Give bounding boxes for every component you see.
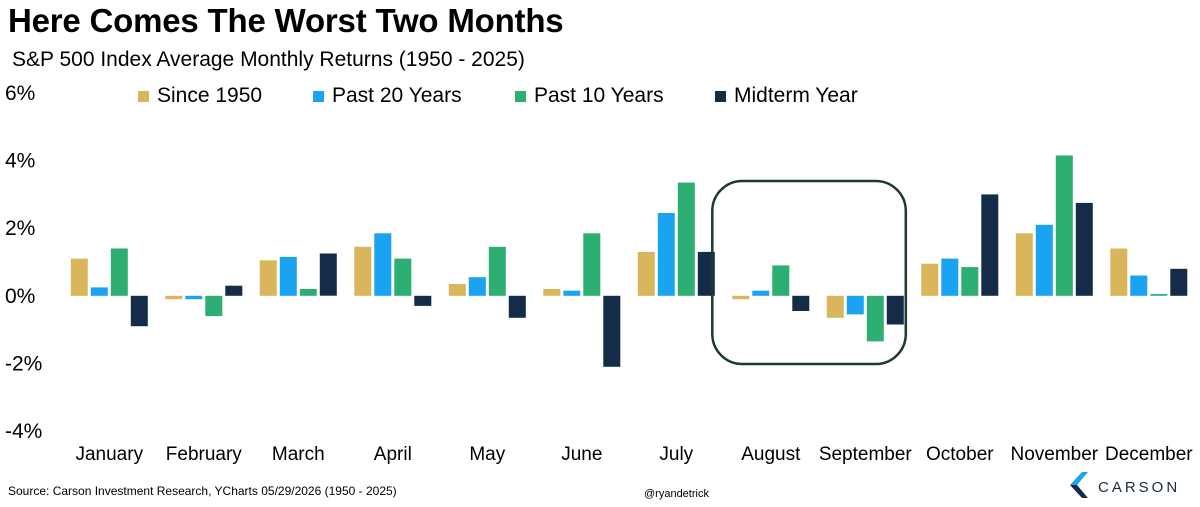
- x-tick-label: August: [741, 444, 801, 465]
- bar-past-20-years-august: [752, 290, 770, 296]
- bar-since-1950-december: [1110, 248, 1128, 296]
- legend-label: Midterm Year: [734, 84, 858, 107]
- bar-midterm-year-september: [886, 295, 904, 325]
- bar-past-20-years-september: [846, 295, 864, 315]
- y-tick-label: -2%: [5, 352, 42, 375]
- bar-since-1950-april: [354, 246, 372, 296]
- bar-midterm-year-may: [508, 295, 526, 318]
- x-tick-label: June: [561, 444, 602, 465]
- legend-label: Since 1950: [157, 84, 263, 107]
- legend-swatch: [138, 90, 149, 102]
- y-tick-label: -4%: [5, 420, 42, 443]
- chart-subtitle: S&P 500 Index Average Monthly Returns (1…: [12, 48, 525, 71]
- bar-past-10-years-november: [1055, 155, 1073, 296]
- legend-swatch: [313, 90, 324, 102]
- bar-since-1950-august: [732, 295, 750, 300]
- x-tick-label: September: [819, 444, 913, 465]
- x-tick-label: July: [659, 444, 693, 465]
- bar-since-1950-february: [165, 295, 183, 300]
- bar-past-20-years-november: [1035, 224, 1053, 296]
- bar-midterm-year-march: [319, 253, 337, 296]
- bar-midterm-year-august: [792, 295, 810, 311]
- x-tick-label: December: [1105, 444, 1193, 465]
- legend-label: Past 10 Years: [534, 84, 664, 107]
- bar-past-10-years-december: [1150, 294, 1168, 296]
- bar-since-1950-november: [1015, 233, 1033, 296]
- bar-past-10-years-may: [488, 246, 506, 296]
- carson-logo-icon: [1068, 470, 1090, 505]
- brand-name: CARSON: [1098, 479, 1181, 496]
- x-tick-label: November: [1010, 444, 1098, 465]
- bar-past-20-years-february: [185, 295, 203, 300]
- y-tick-label: 2%: [5, 217, 35, 240]
- bar-midterm-year-april: [414, 295, 432, 306]
- author-handle: @ryandetrick: [644, 488, 709, 500]
- bar-past-20-years-may: [468, 277, 486, 296]
- bar-past-20-years-june: [563, 290, 581, 296]
- bar-since-1950-october: [921, 263, 939, 296]
- bar-past-20-years-october: [941, 258, 959, 296]
- chart-title: Here Comes The Worst Two Months: [8, 2, 564, 39]
- x-tick-label: April: [374, 444, 412, 465]
- bar-past-10-years-august: [772, 265, 790, 296]
- bar-since-1950-january: [70, 258, 88, 296]
- bar-midterm-year-november: [1075, 202, 1093, 296]
- bar-past-10-years-april: [394, 258, 412, 296]
- legend-item: Midterm Year: [715, 84, 858, 108]
- bar-past-10-years-july: [677, 182, 695, 296]
- bar-since-1950-march: [259, 260, 277, 296]
- source-note: Source: Carson Investment Research, YCha…: [8, 484, 397, 498]
- legend-item: Since 1950: [138, 84, 262, 108]
- x-tick-label: January: [75, 444, 143, 465]
- bar-past-20-years-march: [279, 256, 297, 296]
- x-tick-label: October: [926, 444, 994, 465]
- bar-midterm-year-june: [603, 295, 621, 367]
- bar-past-10-years-october: [961, 267, 979, 296]
- legend-item: Past 10 Years: [515, 84, 664, 108]
- bar-past-10-years-january: [110, 248, 128, 296]
- bar-past-20-years-january: [90, 287, 108, 296]
- bar-since-1950-july: [637, 251, 655, 296]
- x-tick-label: March: [272, 444, 325, 465]
- bar-past-10-years-september: [866, 295, 884, 342]
- y-tick-label: 0%: [5, 285, 35, 308]
- x-tick-label: February: [166, 444, 243, 465]
- legend-swatch: [715, 90, 726, 102]
- bar-past-20-years-december: [1130, 275, 1148, 296]
- legend-item: Past 20 Years: [313, 84, 462, 108]
- bar-midterm-year-february: [225, 285, 243, 296]
- y-tick-label: 6%: [5, 82, 35, 105]
- bar-midterm-year-july: [697, 251, 715, 296]
- y-tick-label: 4%: [5, 150, 35, 173]
- highlight-box: [711, 179, 908, 366]
- x-tick-label: May: [469, 444, 505, 465]
- bar-since-1950-june: [543, 289, 561, 296]
- bar-midterm-year-october: [981, 194, 999, 296]
- legend-swatch: [515, 90, 526, 102]
- bar-since-1950-september: [826, 295, 844, 318]
- bar-past-20-years-july: [657, 213, 675, 296]
- bar-midterm-year-december: [1170, 268, 1188, 296]
- legend-label: Past 20 Years: [332, 84, 462, 107]
- bar-past-10-years-march: [299, 289, 317, 296]
- bar-since-1950-may: [448, 284, 466, 296]
- bar-past-10-years-june: [583, 233, 601, 296]
- bar-past-20-years-april: [374, 233, 392, 296]
- bar-midterm-year-january: [130, 295, 148, 327]
- carson-brand: CARSON: [1068, 470, 1180, 505]
- bar-past-10-years-february: [205, 295, 223, 317]
